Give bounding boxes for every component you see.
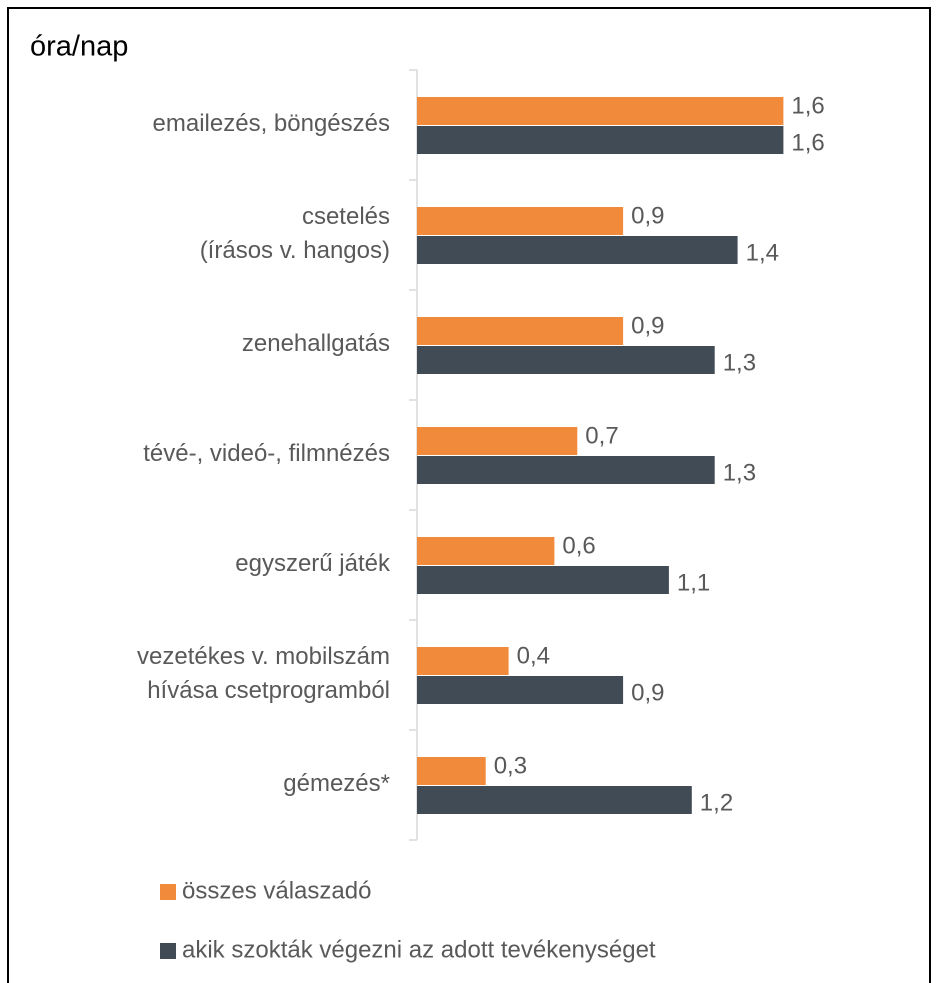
- category-line: gémezés*: [283, 770, 390, 797]
- data-label: 1,4: [746, 239, 779, 266]
- category-line: egyszerű játék: [235, 550, 391, 577]
- category-label: csetelés (írásos v. hangos): [200, 203, 390, 264]
- bar: [417, 456, 715, 484]
- category-label: tévé-, videó-, filmnézés: [143, 440, 390, 467]
- category-label: gémezés*: [283, 770, 390, 797]
- bar: [417, 676, 624, 704]
- bar: [417, 757, 486, 785]
- category-label: egyszerű játék: [235, 550, 391, 577]
- frame: [7, 7, 931, 983]
- data-label: 1,2: [700, 789, 733, 816]
- category-line: zenehallgatás: [242, 330, 390, 357]
- bar: [417, 537, 555, 565]
- category-line: hívása csetprogramból: [147, 677, 390, 704]
- data-label: 0,9: [631, 312, 664, 339]
- bar: [417, 97, 784, 125]
- data-label: 0,6: [562, 532, 595, 559]
- data-label: 0,3: [494, 752, 527, 779]
- bar: [417, 566, 669, 594]
- category-label: zenehallgatás: [242, 330, 390, 357]
- data-label: 0,9: [631, 202, 664, 229]
- data-label: 1,1: [677, 569, 710, 596]
- category-line: vezetékes v. mobilszám: [137, 643, 390, 670]
- category-line: tévé-, videó-, filmnézés: [143, 440, 390, 467]
- category-label: emailezés, böngészés: [153, 110, 390, 137]
- bar: [417, 647, 509, 675]
- data-label: 0,9: [631, 679, 664, 706]
- category-line: csetelés: [302, 203, 390, 230]
- legend-swatch: [160, 884, 176, 900]
- bar: [417, 317, 624, 345]
- category-line: (írásos v. hangos): [200, 237, 390, 264]
- data-label: 1,3: [723, 459, 756, 486]
- bar: [417, 786, 692, 814]
- bar: [417, 427, 578, 455]
- category-label: vezetékes v. mobilszám hívása csetprogram…: [137, 643, 390, 704]
- category-line: emailezés, böngészés: [153, 110, 390, 137]
- legend-swatch: [160, 943, 176, 959]
- data-label: 0,4: [517, 642, 550, 669]
- bar: [417, 126, 784, 154]
- bar: [417, 236, 738, 264]
- data-label: 0,7: [585, 422, 618, 449]
- bar: [417, 207, 624, 235]
- chart-title: óra/nap: [30, 31, 128, 63]
- bar: [417, 346, 715, 374]
- data-label: 1,3: [723, 349, 756, 376]
- data-label: 1,6: [791, 129, 824, 156]
- data-label: 1,6: [791, 92, 824, 119]
- legend-label: összes válaszadó: [182, 877, 371, 904]
- legend-label: akik szokták végezni az adott tevékenysé…: [182, 936, 656, 963]
